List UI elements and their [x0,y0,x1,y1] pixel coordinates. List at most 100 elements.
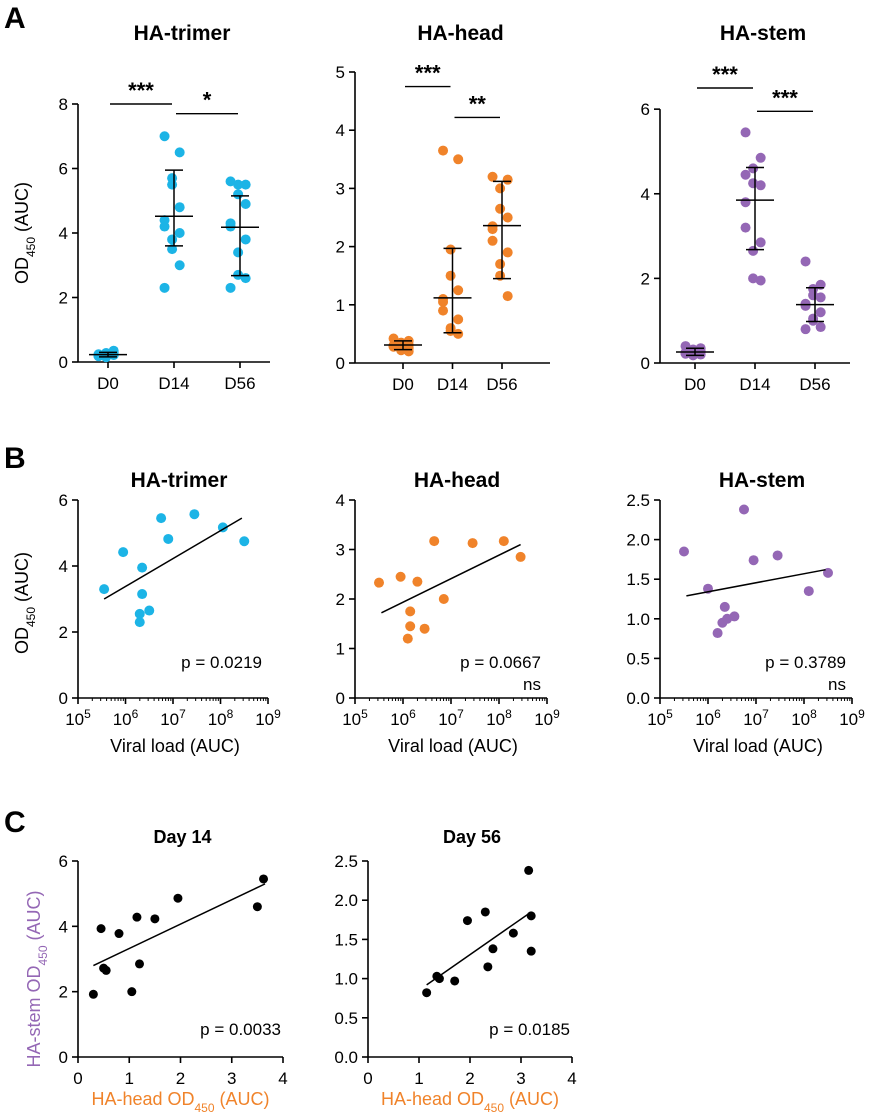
C1-x-tick-label: 4 [278,1069,287,1088]
A2-x-tick-label: D0 [392,375,414,394]
A2-y-tick-label: 5 [336,63,345,82]
C2-y-tick-label: 0.5 [334,1009,358,1028]
B3-point [748,555,759,566]
A2-y-tick-label: 3 [336,179,345,198]
A3-point [740,169,751,180]
C1-x-tick-label: 3 [227,1069,236,1088]
C2-x-tick-label: 4 [567,1069,576,1088]
A2-point [453,285,464,296]
C2-x-tick-label: 2 [465,1069,474,1088]
C1-y-axis-label-part: 450 [36,945,50,965]
B2-y-tick-label: 0 [336,689,345,708]
A3-point [755,275,766,286]
C1-p-value: p = 0.0033 [200,1020,281,1039]
B3-p-value: p = 0.3789 [765,653,846,672]
C2-point [422,988,432,998]
A2-sig-label: ** [469,91,487,116]
B2-x-tick-base: 10 [438,710,457,729]
A1-y-tick-label: 4 [59,224,68,243]
C1-x-axis-label: HA-head OD450 (AUC) [91,1089,269,1115]
A2-y-tick-label: 4 [336,121,345,140]
B3-point [739,504,749,515]
C1-fit-line [93,883,266,967]
A1-point [240,273,251,284]
A2-x-tick-label: D14 [437,375,468,394]
A2-point [495,259,506,270]
B3-point [712,628,723,639]
B3-x-tick-base: 10 [743,710,762,729]
B1-x-tick-base: 10 [208,710,227,729]
B1-x-tick-label: 108 [208,707,234,729]
B1-y-tick-label: 2 [59,623,68,642]
A3-point [800,256,811,267]
A2-point [487,171,498,182]
A3-sig-label: *** [712,62,738,87]
B1-x-tick-label: 107 [160,707,186,729]
B3-x-tick-exponent: 7 [762,707,769,721]
B3-y-tick-label: 0.5 [626,649,650,668]
B1-y-tick-label: 6 [59,491,68,510]
B1-x-axis-label: Viral load (AUC) [110,736,240,756]
B3-x-tick-base: 10 [791,710,810,729]
A2-point [487,235,498,246]
B3-y-tick-label: 2.5 [626,491,650,510]
B1-fit-line [103,517,243,600]
B2-y-tick-label: 4 [336,491,345,510]
B2-point [515,551,526,562]
B2-x-tick-label: 107 [438,707,464,729]
A3-point [800,300,811,311]
B3-x-tick-label: 108 [791,707,817,729]
B2-y-tick-label: 1 [336,640,345,659]
panel-c2: 0.0 0.5 1.0 1.5 2.0 2.5 0 1 2 3 4 Day 56 HA-head OD4… [334,827,576,1115]
panel-letter-c: C [4,806,26,839]
C2-y-tick-label: 0.0 [334,1048,358,1067]
A3-title: HA-stem [720,22,806,45]
B1-y-axis-label-part: (AUC) [12,552,32,607]
C1-x-axis-label-part: 450 [195,1101,215,1115]
B1-y-axis-label-part: OD [12,627,32,654]
A3-x-tick-label: D14 [739,375,770,394]
B3-point [772,550,783,561]
A3-point [815,307,826,318]
B1-x-tick-exponent: 6 [132,707,139,721]
C1-y-axis-label-part: HA-stem OD [24,966,44,1068]
A1-title: HA-trimer [134,22,231,45]
A1-point [240,179,251,190]
A2-point [502,291,513,302]
A2-point [403,346,414,357]
C2-point [488,944,498,954]
C1-point [114,929,124,939]
B3-significance: ns [828,675,846,694]
B2-x-axis-label: Viral load (AUC) [388,736,518,756]
A1-point [93,350,104,361]
B2-x-tick-exponent: 6 [409,707,416,721]
A3-point [815,322,826,333]
C2-x-axis-label-part: (AUC) [504,1089,559,1109]
B1-x-tick-label: 109 [255,707,281,729]
B2-significance: ns [523,675,541,694]
A3-point [740,222,751,233]
B3-x-tick-exponent: 6 [714,707,721,721]
B3-point [719,601,730,612]
B1-point [134,608,145,619]
A3-y-tick-label: 2 [641,269,650,288]
B2-x-tick-exponent: 9 [553,707,560,721]
B1-point [137,589,148,600]
C2-point [483,962,493,972]
A3-x-tick-label: D56 [799,375,830,394]
B2-x-tick-base: 10 [534,710,553,729]
A2-point [453,314,464,325]
B1-y-tick-label: 0 [59,689,68,708]
C1-x-tick-label: 2 [176,1069,185,1088]
A2-y-tick-label: 1 [336,296,345,315]
C1-point [127,987,137,997]
A1-point [174,202,185,213]
B2-fit-line [381,543,521,614]
B3-y-tick-label: 2.0 [626,531,650,550]
A1-x-tick-label: D14 [158,374,189,393]
B3-x-tick-exponent: 5 [666,707,673,721]
